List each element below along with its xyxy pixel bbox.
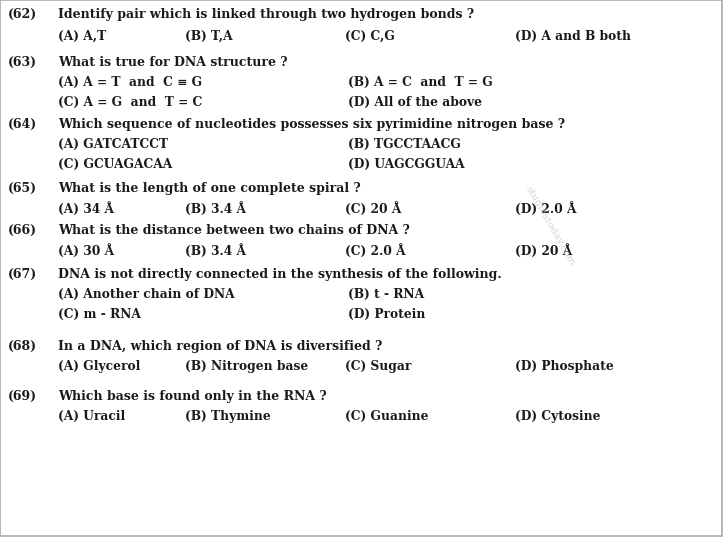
Text: (C) C,G: (C) C,G: [345, 30, 395, 43]
Text: What is the length of one complete spiral ?: What is the length of one complete spira…: [58, 182, 361, 195]
Text: (A) Uracil: (A) Uracil: [58, 410, 125, 423]
Text: (D) All of the above: (D) All of the above: [348, 96, 482, 109]
Text: (A) Another chain of DNA: (A) Another chain of DNA: [58, 288, 235, 301]
Text: (B) A = C  and  T = G: (B) A = C and T = G: [348, 76, 493, 89]
Text: studiestoday.com: studiestoday.com: [523, 184, 576, 267]
Text: Identify pair which is linked through two hydrogen bonds ?: Identify pair which is linked through tw…: [58, 8, 474, 21]
Text: (C) 20 Å: (C) 20 Å: [345, 202, 401, 216]
Text: (D) 2.0 Å: (D) 2.0 Å: [515, 202, 576, 216]
Text: (68): (68): [8, 340, 37, 353]
Text: (B) T,A: (B) T,A: [185, 30, 233, 43]
Text: (A) Glycerol: (A) Glycerol: [58, 360, 140, 373]
Text: In a DNA, which region of DNA is diversified ?: In a DNA, which region of DNA is diversi…: [58, 340, 382, 353]
Text: (B) 3.4 Å: (B) 3.4 Å: [185, 202, 246, 216]
Text: (C) 2.0 Å: (C) 2.0 Å: [345, 244, 406, 258]
Text: (D) Cytosine: (D) Cytosine: [515, 410, 601, 423]
Text: (C) Sugar: (C) Sugar: [345, 360, 411, 373]
Text: (D) 20 Å: (D) 20 Å: [515, 244, 572, 258]
Text: DNA is not directly connected in the synthesis of the following.: DNA is not directly connected in the syn…: [58, 268, 502, 281]
Text: (A) A,T: (A) A,T: [58, 30, 106, 43]
Text: What is the distance between two chains of DNA ?: What is the distance between two chains …: [58, 224, 410, 237]
Text: (A) GATCATCCT: (A) GATCATCCT: [58, 138, 168, 151]
Text: (C) m - RNA: (C) m - RNA: [58, 308, 141, 321]
Text: (67): (67): [8, 268, 38, 281]
Text: (D) UAGCGGUAA: (D) UAGCGGUAA: [348, 158, 465, 171]
Text: (64): (64): [8, 118, 38, 131]
Text: Which base is found only in the RNA ?: Which base is found only in the RNA ?: [58, 390, 327, 403]
Text: What is true for DNA structure ?: What is true for DNA structure ?: [58, 56, 288, 69]
Text: (C) GCUAGACAA: (C) GCUAGACAA: [58, 158, 172, 171]
Text: (D) Protein: (D) Protein: [348, 308, 425, 321]
Text: (D) Phosphate: (D) Phosphate: [515, 360, 614, 373]
Text: (62): (62): [8, 8, 38, 21]
Text: (B) 3.4 Å: (B) 3.4 Å: [185, 244, 246, 258]
Text: (C) A = G  and  T = C: (C) A = G and T = C: [58, 96, 202, 109]
Text: Which sequence of nucleotides possesses six pyrimidine nitrogen base ?: Which sequence of nucleotides possesses …: [58, 118, 565, 131]
Text: (A) A = T  and  C ≡ G: (A) A = T and C ≡ G: [58, 76, 202, 89]
Text: (B) Thymine: (B) Thymine: [185, 410, 270, 423]
Text: (B) t - RNA: (B) t - RNA: [348, 288, 424, 301]
Text: (A) 30 Å: (A) 30 Å: [58, 244, 114, 258]
Text: (A) 34 Å: (A) 34 Å: [58, 202, 114, 216]
Text: (C) Guanine: (C) Guanine: [345, 410, 429, 423]
Text: (66): (66): [8, 224, 37, 237]
Text: (B) Nitrogen base: (B) Nitrogen base: [185, 360, 308, 373]
Text: (69): (69): [8, 390, 37, 403]
Text: (B) TGCCTAACG: (B) TGCCTAACG: [348, 138, 461, 151]
Text: (D) A and B both: (D) A and B both: [515, 30, 631, 43]
Text: (63): (63): [8, 56, 37, 69]
Text: (65): (65): [8, 182, 37, 195]
